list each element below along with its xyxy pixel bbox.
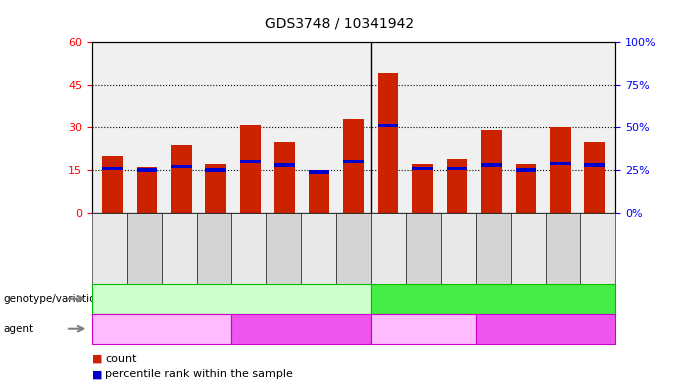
Bar (137, 169, 157, 172)
Bar (336, 213, 371, 284)
Bar (137, 167, 157, 213)
Bar (481, 130, 502, 213)
Text: GSM461984: GSM461984 (493, 214, 503, 269)
Text: DEHP: DEHP (406, 322, 441, 335)
Text: GSM461976: GSM461976 (249, 214, 258, 269)
Bar (481, 163, 502, 167)
Bar (267, 213, 301, 284)
Bar (309, 170, 330, 213)
Text: GSM461979: GSM461979 (354, 214, 362, 269)
Bar (171, 144, 192, 213)
Bar (171, 165, 192, 169)
Bar (309, 170, 330, 174)
Bar (476, 314, 615, 344)
Text: GSM461977: GSM461977 (284, 214, 293, 269)
Text: percentile rank within the sample: percentile rank within the sample (105, 369, 293, 379)
Bar (343, 119, 364, 213)
Bar (205, 164, 226, 213)
Bar (511, 213, 545, 284)
Bar (476, 213, 511, 284)
Bar (197, 213, 231, 284)
Bar (412, 164, 433, 213)
Bar (515, 169, 536, 172)
Text: GSM461980: GSM461980 (109, 214, 118, 269)
Bar (441, 213, 476, 284)
Bar (92, 314, 231, 344)
Bar (371, 314, 476, 344)
Bar (92, 213, 126, 284)
Text: count: count (105, 354, 137, 364)
Text: GSM461978: GSM461978 (319, 214, 328, 269)
Bar (447, 167, 467, 170)
Bar (274, 142, 295, 213)
Bar (371, 213, 406, 284)
Text: GSM461986: GSM461986 (563, 214, 572, 269)
Bar (231, 314, 371, 344)
Bar (377, 124, 398, 127)
Bar (550, 162, 571, 165)
Text: GSM461989: GSM461989 (424, 214, 432, 269)
Text: ■: ■ (92, 369, 102, 379)
Bar (377, 73, 398, 213)
Text: GSM461987: GSM461987 (598, 214, 607, 269)
Text: PPAR knockout: PPAR knockout (447, 292, 539, 305)
Bar (102, 167, 123, 170)
Bar (343, 160, 364, 163)
Bar (274, 163, 295, 167)
Text: GSM461990: GSM461990 (458, 214, 467, 269)
Text: GSM461988: GSM461988 (388, 214, 398, 269)
Text: ■: ■ (92, 354, 102, 364)
Text: GDS3748 / 10341942: GDS3748 / 10341942 (265, 17, 415, 31)
Text: GSM461983: GSM461983 (214, 214, 223, 269)
Bar (371, 284, 615, 314)
Bar (231, 213, 267, 284)
Text: wild type: wild type (203, 292, 260, 305)
Text: control: control (279, 322, 323, 335)
Bar (205, 169, 226, 172)
Bar (550, 127, 571, 213)
Bar (240, 125, 260, 213)
Bar (412, 167, 433, 170)
Text: DEHP: DEHP (144, 322, 179, 335)
Text: GSM461981: GSM461981 (144, 214, 153, 269)
Bar (301, 213, 336, 284)
Text: GSM461985: GSM461985 (528, 214, 537, 269)
Bar (126, 213, 162, 284)
Bar (584, 163, 605, 167)
Bar (581, 213, 615, 284)
Bar (102, 156, 123, 213)
Text: genotype/variation: genotype/variation (3, 294, 103, 304)
Bar (406, 213, 441, 284)
Text: control: control (524, 322, 567, 335)
Text: GSM461982: GSM461982 (179, 214, 188, 269)
Bar (92, 284, 371, 314)
Text: agent: agent (3, 324, 33, 334)
Bar (515, 164, 536, 213)
Bar (545, 213, 581, 284)
Bar (162, 213, 197, 284)
Bar (447, 159, 467, 213)
Bar (584, 142, 605, 213)
Bar (240, 160, 260, 163)
